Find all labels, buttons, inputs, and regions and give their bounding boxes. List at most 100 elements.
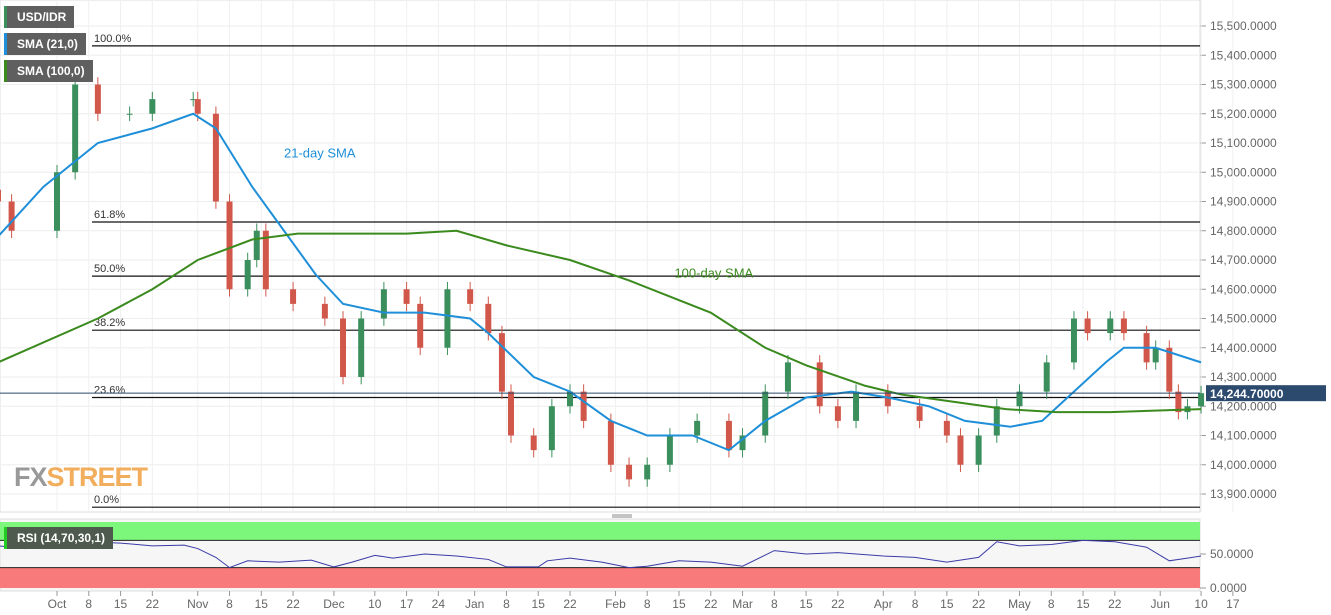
x-tick-label: 8 [503, 597, 510, 611]
candle-body [340, 318, 347, 377]
y-tick-label: 14,000.0000 [1210, 458, 1277, 472]
x-tick-label: 22 [704, 597, 718, 611]
last-price-label: 14,244.70000 [1210, 387, 1284, 401]
candle-body [1107, 318, 1114, 334]
x-tick-label: 8 [1048, 597, 1055, 611]
y-tick-label: 14,300.0000 [1210, 370, 1277, 384]
x-tick-label: 15 [255, 597, 269, 611]
candle-body [1120, 318, 1127, 334]
y-tick-label: 14,700.0000 [1210, 253, 1277, 267]
last-price-badge [1206, 385, 1326, 402]
candle-body [358, 318, 365, 377]
candle-body [816, 362, 823, 407]
y-tick-label: 15,200.0000 [1210, 107, 1277, 121]
candle-body [444, 289, 451, 348]
candle-body [580, 391, 587, 421]
fib-level-label: 23.6% [94, 384, 125, 396]
legend-symbol[interactable]: USD/IDR [4, 6, 75, 28]
legend-rsi[interactable]: RSI (14,70,30,1) [4, 527, 114, 549]
candle-body [467, 289, 474, 304]
fxstreet-logo: FXSTREET [14, 462, 148, 492]
x-tick-label: Mar [732, 597, 753, 611]
candle-body [253, 230, 260, 260]
candle-body [417, 303, 424, 348]
x-tick-label: 17 [400, 597, 414, 611]
candle-body [190, 99, 197, 101]
candle-body [212, 113, 219, 202]
annotation-label: 100-day SMA [674, 266, 753, 281]
candle-body [975, 435, 982, 465]
candle-body [666, 435, 673, 465]
candle-body [321, 303, 328, 319]
candle-body [94, 84, 101, 114]
x-tick-label: 15 [672, 597, 686, 611]
x-tick-label: May [1008, 597, 1031, 611]
candle-body [1043, 362, 1050, 392]
candle-body [508, 391, 514, 436]
y-tick-label: 15,400.0000 [1210, 48, 1277, 62]
x-tick-label: 8 [771, 597, 778, 611]
candle-body [644, 464, 651, 480]
candle-body [244, 260, 251, 290]
y-tick-label: 15,500.0000 [1210, 19, 1277, 33]
rsi-line [0, 539, 1202, 569]
fib-level-label: 0.0% [94, 494, 119, 506]
fib-level-label: 100.0% [94, 33, 132, 45]
candle-body [548, 406, 555, 451]
rsi-overbought-zone [0, 522, 1200, 541]
candle-body [739, 435, 746, 451]
candle-body [567, 391, 574, 407]
candle-body [1016, 391, 1023, 407]
x-tick-label: Jun [1151, 597, 1170, 611]
candle-body [226, 201, 233, 290]
candle-body [993, 406, 1000, 436]
candle-body [8, 201, 15, 231]
y-tick-label: 13,900.0000 [1210, 487, 1277, 501]
fib-level-label: 61.8% [94, 209, 125, 221]
y-tick-label: 14,600.0000 [1210, 282, 1277, 296]
x-tick-label: 15 [940, 597, 954, 611]
candle-body [784, 362, 791, 392]
candle-body [834, 406, 841, 421]
x-tick-label: Apr [874, 597, 893, 611]
x-tick-label: 22 [972, 597, 986, 611]
x-tick-label: 22 [563, 597, 577, 611]
legend-sma100[interactable]: SMA (100,0) [4, 60, 93, 82]
x-tick-label: 17 [1226, 597, 1240, 611]
candle-body [290, 289, 297, 304]
candle-body [1084, 318, 1091, 334]
x-tick-label: 8 [644, 597, 651, 611]
candle-body [485, 303, 492, 334]
candle-body [149, 99, 156, 114]
y-tick-label: 15,000.0000 [1210, 165, 1277, 179]
candle-body [916, 406, 923, 421]
candle-body [126, 113, 133, 115]
x-tick-label: 22 [1108, 597, 1122, 611]
y-tick-label: 15,100.0000 [1210, 136, 1277, 150]
candle-body [1175, 391, 1182, 413]
candle-body [72, 84, 79, 173]
candle-body [0, 189, 1, 202]
x-tick-label: 8 [912, 597, 919, 611]
x-tick-label: 15 [1076, 597, 1090, 611]
candle-body [262, 230, 269, 290]
candle-body [380, 289, 387, 319]
candle-body [54, 172, 60, 231]
y-tick-label: 14,400.0000 [1210, 341, 1277, 355]
sma21-line [0, 112, 1202, 452]
x-tick-label: Dec [323, 597, 344, 611]
candle-body [1166, 347, 1173, 392]
x-tick-label: 24 [432, 597, 446, 611]
x-tick-label: 22 [831, 597, 845, 611]
annotation-label: 21-day SMA [284, 146, 356, 161]
y-tick-label: 15,300.0000 [1210, 78, 1277, 92]
x-tick-label: 15 [799, 597, 813, 611]
legend-sma21[interactable]: SMA (21,0) [4, 33, 86, 55]
x-tick-label: Oct [48, 597, 67, 611]
candle-body [498, 333, 505, 392]
candle-body [1198, 393, 1205, 407]
rsi-y-tick-label: 50.0000 [1210, 547, 1254, 561]
candle-body [725, 420, 732, 451]
